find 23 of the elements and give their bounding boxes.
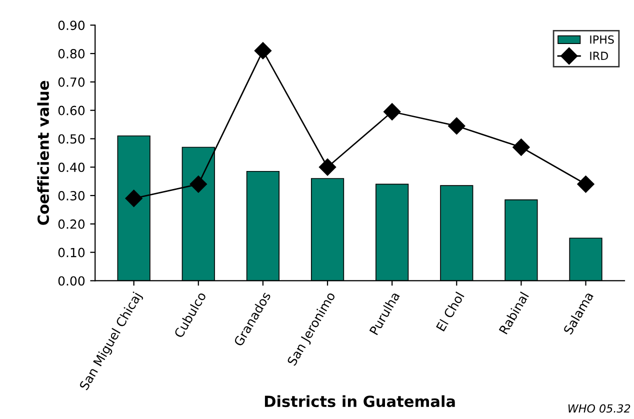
y-axis-title: Coefficient value bbox=[37, 80, 50, 225]
y-tick-label: 0.70 bbox=[58, 77, 85, 87]
y-tick-label: 0.20 bbox=[58, 219, 85, 229]
text: WHO 05.32 bbox=[568, 404, 630, 413]
point bbox=[512, 138, 530, 156]
legend-label: IPHS bbox=[590, 35, 614, 44]
point bbox=[254, 42, 272, 60]
y-tick-label: 0.10 bbox=[58, 248, 85, 258]
y-tick-label: 0.60 bbox=[58, 106, 85, 116]
y-tick-label: 0.30 bbox=[58, 191, 85, 200]
y-tick-label: 0.00 bbox=[58, 276, 85, 286]
point bbox=[448, 117, 466, 135]
point bbox=[190, 176, 207, 193]
y-tick-label: 0.90 bbox=[58, 20, 85, 30]
point bbox=[318, 158, 336, 176]
x-axis-title: Districts in Guatemala bbox=[264, 395, 455, 408]
legend-label: IRD bbox=[590, 52, 608, 60]
y-tick-label: 0.40 bbox=[58, 162, 85, 172]
point bbox=[384, 103, 401, 120]
point bbox=[125, 190, 142, 207]
y-tick-label: 0.80 bbox=[58, 49, 85, 58]
point bbox=[577, 176, 594, 193]
y-tick-label: 0.50 bbox=[58, 134, 85, 144]
